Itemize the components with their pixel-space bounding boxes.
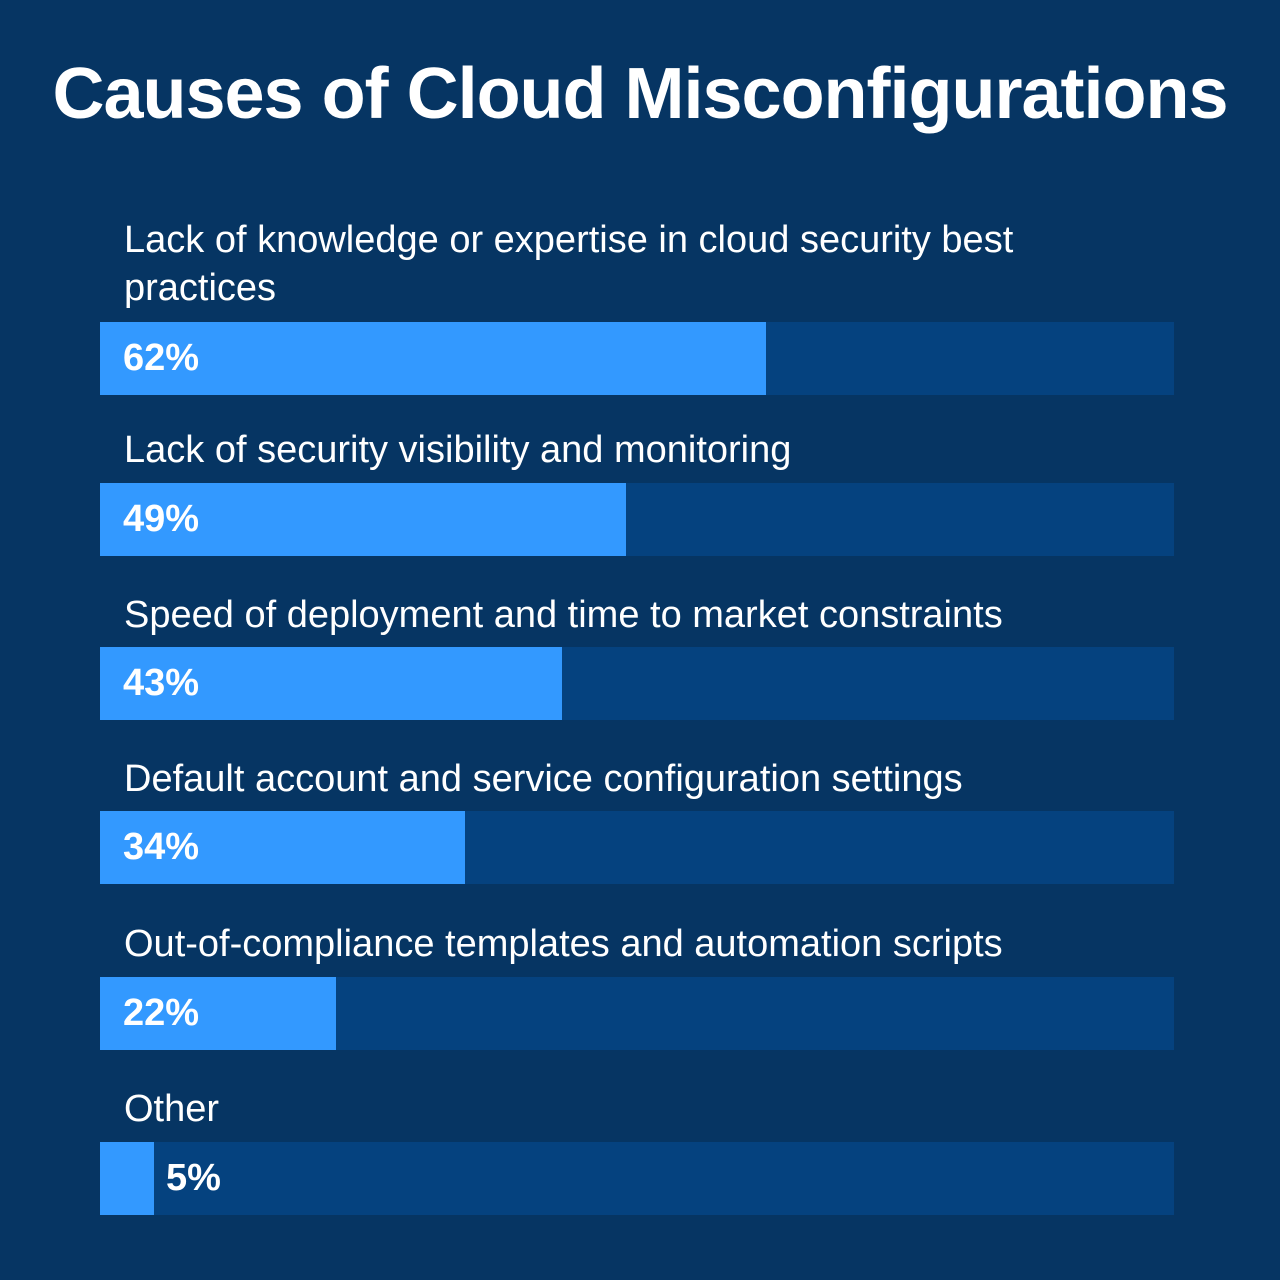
- bar-track: 62%: [100, 322, 1174, 395]
- chart-title: Causes of Cloud Misconfigurations: [52, 54, 1228, 134]
- bar-track: 43%: [100, 647, 1174, 720]
- category-label: Lack of security visibility and monitori…: [124, 429, 792, 471]
- category-label: Other: [124, 1088, 220, 1130]
- bar: [100, 483, 626, 556]
- value-label: 34%: [123, 826, 200, 868]
- value-label: 5%: [166, 1157, 221, 1199]
- bar: [100, 811, 465, 884]
- category-label: Out-of-compliance templates and automati…: [124, 923, 1003, 965]
- category-label: Default account and service configuratio…: [124, 758, 963, 800]
- value-label: 49%: [123, 498, 200, 540]
- bar-track: 5%: [100, 1142, 1174, 1215]
- bar: [100, 977, 336, 1050]
- value-label: 43%: [123, 662, 200, 704]
- category-label: Speed of deployment and time to market c…: [124, 594, 1003, 636]
- bar-track: 34%: [100, 811, 1174, 884]
- bar: [100, 1142, 154, 1215]
- bar-track: 49%: [100, 483, 1174, 556]
- category-label: Lack of knowledge or expertise in cloud …: [124, 219, 1014, 309]
- value-label: 22%: [123, 992, 200, 1034]
- bar: [100, 647, 562, 720]
- value-label: 62%: [123, 337, 200, 379]
- bar: [100, 322, 766, 395]
- bar-track: 22%: [100, 977, 1174, 1050]
